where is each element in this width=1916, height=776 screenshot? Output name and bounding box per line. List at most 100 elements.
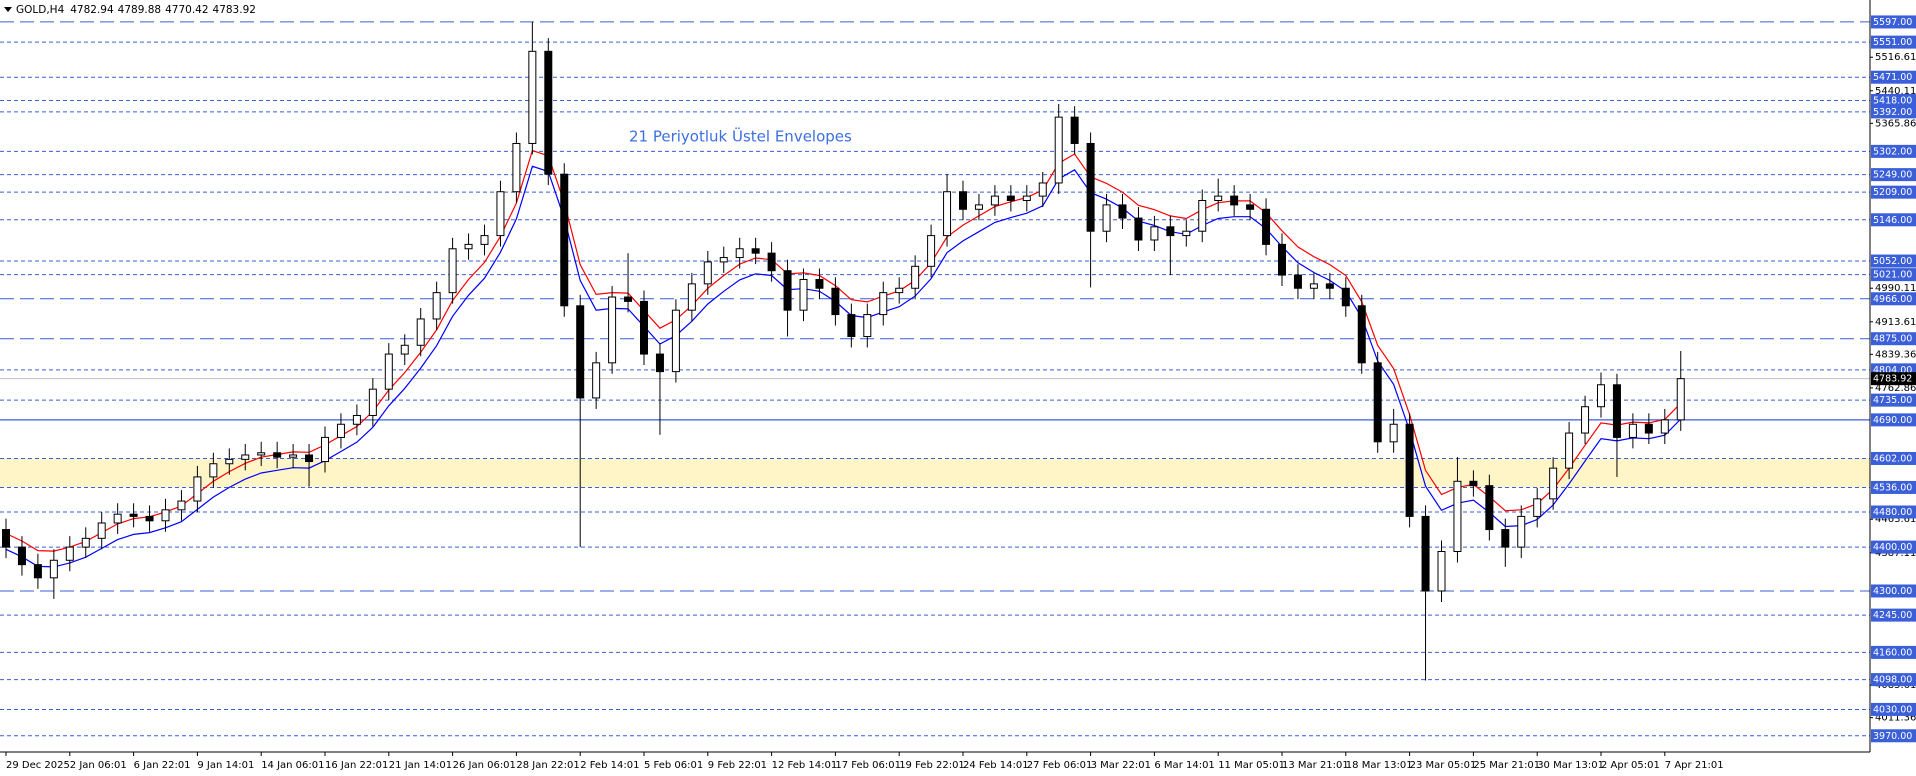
x-tick-label: 6 Jan 22:01 bbox=[134, 760, 191, 771]
candle-body bbox=[464, 243, 473, 250]
candle-body bbox=[831, 287, 840, 316]
candle-body bbox=[1501, 529, 1510, 548]
x-tick-label: 2 Apr 05:01 bbox=[1601, 760, 1660, 771]
candle-body bbox=[33, 564, 42, 579]
y-tick-label: 4463.61 bbox=[1875, 514, 1916, 525]
level-label: 4245.00 bbox=[1873, 610, 1912, 621]
x-tick-label: 9 Feb 22:01 bbox=[708, 760, 767, 771]
x-tick-label: 21 Jan 14:01 bbox=[389, 760, 452, 771]
candle-body bbox=[560, 173, 569, 307]
candle-body bbox=[480, 235, 489, 245]
candle-body bbox=[400, 344, 409, 355]
candle-body bbox=[1198, 200, 1207, 232]
candle-body bbox=[927, 235, 936, 267]
candle-body bbox=[225, 458, 234, 465]
candle-body bbox=[1597, 384, 1605, 408]
candle-body bbox=[2, 529, 10, 548]
candle-body bbox=[17, 546, 26, 566]
level-label-box bbox=[1871, 702, 1916, 716]
candle-body bbox=[608, 296, 617, 364]
candle-body bbox=[1660, 419, 1669, 434]
zone-layer bbox=[0, 458, 1870, 488]
candle-body bbox=[289, 454, 298, 458]
level-label-box bbox=[1871, 451, 1916, 465]
envelope-line bbox=[5, 149, 1682, 552]
candle-body bbox=[799, 278, 808, 311]
last-price-box bbox=[1871, 372, 1916, 386]
candle-body bbox=[448, 248, 457, 294]
menu-triangle[interactable] bbox=[4, 7, 12, 12]
x-tick-label: 25 Mar 21:01 bbox=[1473, 760, 1540, 771]
candle-body bbox=[145, 515, 154, 522]
candle-body bbox=[1022, 195, 1031, 202]
candle-body bbox=[1102, 204, 1111, 232]
level-label-box bbox=[1871, 213, 1916, 227]
level-label: 5021.00 bbox=[1873, 270, 1912, 281]
candle-body bbox=[815, 278, 824, 289]
level-label: 5302.00 bbox=[1873, 146, 1912, 157]
level-label: 4536.00 bbox=[1873, 482, 1912, 493]
level-label: 5209.00 bbox=[1873, 187, 1912, 198]
level-label-box bbox=[1871, 292, 1916, 306]
level-label: 5418.00 bbox=[1873, 95, 1912, 106]
level-label-box bbox=[1871, 93, 1916, 107]
candle-body bbox=[368, 388, 377, 416]
level-label-box bbox=[1871, 608, 1916, 622]
x-tick-label: 16 Jan 22:01 bbox=[325, 760, 388, 771]
x-tick-label: 2 Feb 14:01 bbox=[580, 760, 639, 771]
level-label-box bbox=[1871, 105, 1916, 119]
candle-body bbox=[1421, 515, 1430, 592]
level-label: 5146.00 bbox=[1873, 215, 1912, 226]
level-label-box bbox=[1871, 332, 1916, 346]
candle-body bbox=[129, 513, 138, 517]
candle-body bbox=[990, 195, 999, 206]
y-tick-label: 5516.61 bbox=[1875, 52, 1916, 63]
candle-body bbox=[336, 423, 345, 438]
x-tick-label: 30 Mar 13:01 bbox=[1537, 760, 1604, 771]
candle-body bbox=[974, 204, 983, 210]
candle-body bbox=[640, 300, 648, 355]
x-tick-label: 6 Mar 14:01 bbox=[1154, 760, 1214, 771]
candle-body bbox=[1038, 182, 1047, 197]
x-tick-label: 27 Feb 06:01 bbox=[1027, 760, 1093, 771]
candle-body bbox=[1166, 226, 1175, 237]
level-label: 4735.00 bbox=[1873, 395, 1912, 406]
x-tick-label: 3 Mar 22:01 bbox=[1091, 760, 1151, 771]
candle-body bbox=[512, 142, 521, 193]
candle-body bbox=[1054, 116, 1063, 184]
zone bbox=[0, 458, 1870, 488]
envelope-line bbox=[5, 165, 1682, 568]
candle-body bbox=[161, 509, 170, 522]
candle-body bbox=[863, 314, 872, 338]
header-low: 4770.42 bbox=[165, 4, 208, 16]
candle-body bbox=[496, 191, 505, 237]
candle-body bbox=[1309, 283, 1318, 289]
candle-body bbox=[1006, 195, 1015, 202]
header-close: 4783.92 bbox=[213, 4, 256, 16]
candle-body bbox=[895, 287, 904, 294]
candle-body bbox=[305, 454, 314, 463]
candle-body bbox=[1565, 432, 1574, 469]
candle-body bbox=[1644, 423, 1653, 434]
candle-body bbox=[1469, 480, 1478, 487]
candle-body bbox=[783, 270, 792, 311]
candle-body bbox=[959, 191, 967, 210]
x-tick-label: 18 Mar 13:01 bbox=[1346, 760, 1413, 771]
candle-body bbox=[1533, 498, 1542, 517]
level-label: 4098.00 bbox=[1873, 675, 1912, 686]
x-tick-label: 19 Feb 22:01 bbox=[899, 760, 965, 771]
x-tick-label: 23 Mar 05:01 bbox=[1410, 760, 1477, 771]
candle-body bbox=[943, 191, 952, 237]
candle-body bbox=[544, 50, 553, 175]
candle-body bbox=[1612, 384, 1621, 438]
candle-body bbox=[735, 248, 744, 259]
header: GOLD,H4 4782.94 4789.88 4770.42 4783.92 bbox=[16, 4, 256, 16]
level-label-box bbox=[1871, 144, 1916, 158]
level-label: 4400.00 bbox=[1873, 542, 1912, 553]
level-label-box bbox=[1871, 645, 1916, 659]
candle-body bbox=[1214, 195, 1223, 202]
level-label-box bbox=[1871, 15, 1916, 29]
candle-body bbox=[1278, 243, 1286, 276]
candle-body bbox=[81, 537, 90, 548]
